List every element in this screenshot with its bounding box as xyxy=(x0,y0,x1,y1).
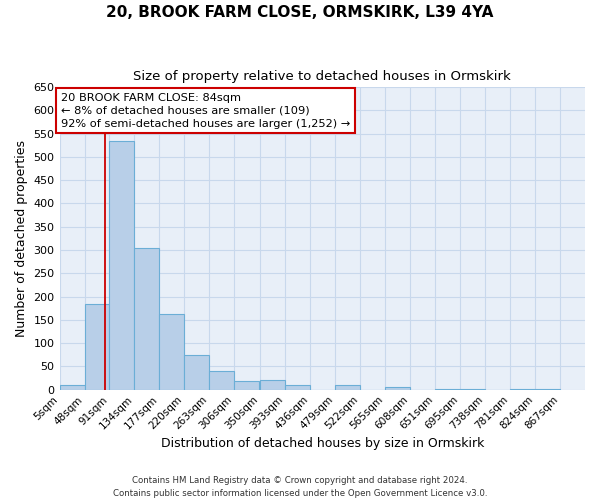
Title: Size of property relative to detached houses in Ormskirk: Size of property relative to detached ho… xyxy=(133,70,511,83)
Bar xyxy=(160,314,184,390)
Y-axis label: Number of detached properties: Number of detached properties xyxy=(15,140,28,337)
Text: 20 BROOK FARM CLOSE: 84sqm
← 8% of detached houses are smaller (109)
92% of semi: 20 BROOK FARM CLOSE: 84sqm ← 8% of detac… xyxy=(61,92,350,129)
Text: 20, BROOK FARM CLOSE, ORMSKIRK, L39 4YA: 20, BROOK FARM CLOSE, ORMSKIRK, L39 4YA xyxy=(106,5,494,20)
X-axis label: Distribution of detached houses by size in Ormskirk: Distribution of detached houses by size … xyxy=(161,437,484,450)
Bar xyxy=(59,385,85,390)
Bar xyxy=(85,304,109,390)
Bar xyxy=(235,381,259,390)
Bar xyxy=(109,140,134,390)
Bar xyxy=(434,389,460,390)
Bar xyxy=(285,384,310,390)
Bar xyxy=(385,388,410,390)
Text: Contains HM Land Registry data © Crown copyright and database right 2024.
Contai: Contains HM Land Registry data © Crown c… xyxy=(113,476,487,498)
Bar xyxy=(335,385,360,390)
Bar xyxy=(209,371,235,390)
Bar xyxy=(134,248,160,390)
Bar xyxy=(260,380,285,390)
Bar xyxy=(184,356,209,390)
